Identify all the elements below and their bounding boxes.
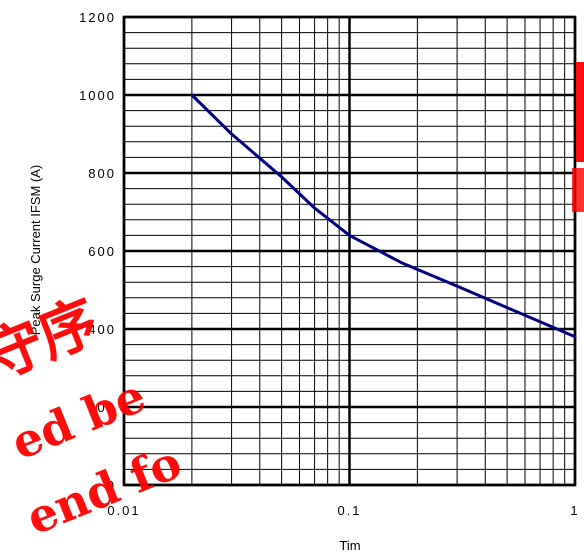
watermark-fragment-2 <box>572 168 584 212</box>
x-tick-label: 0.01 <box>107 503 140 518</box>
x-tick-label: 1 <box>570 503 579 518</box>
watermark-text-1: 守序 <box>0 286 108 393</box>
y-tick-label: 0 <box>107 478 116 493</box>
y-axis-label: Peak Surge Current IFSM (A) <box>28 165 43 336</box>
y-tick-label: 400 <box>88 322 116 337</box>
series-line <box>190 93 577 339</box>
watermark-fragment <box>576 62 584 162</box>
major-grid <box>122 15 577 487</box>
y-tick-label: 1000 <box>79 88 116 103</box>
series-layer <box>190 93 577 339</box>
y-tick-label: 200 <box>88 400 116 415</box>
y-tick-label: 600 <box>88 244 116 259</box>
plot-frame <box>122 15 577 487</box>
tick-labels: 0 200 400 600 800 1000 1200 0.01 0.1 1 <box>79 10 579 518</box>
x-tick-label: 0.1 <box>337 503 361 518</box>
y-tick-label: 800 <box>88 166 116 181</box>
x-axis-label: Tim <box>339 538 360 553</box>
y-tick-label: 1200 <box>79 10 116 25</box>
